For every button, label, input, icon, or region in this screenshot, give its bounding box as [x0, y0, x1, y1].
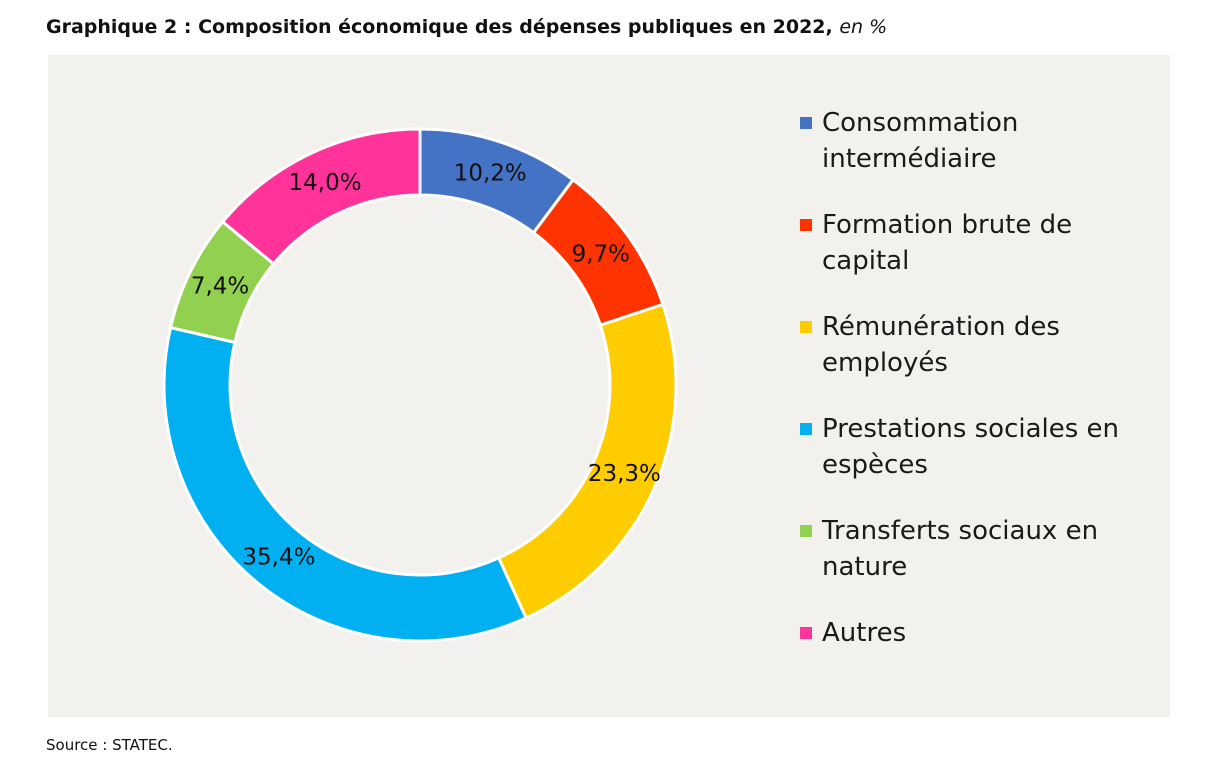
- legend-label: Autres: [822, 618, 907, 648]
- legend-label: Consommation intermédiaire: [822, 108, 1019, 174]
- data-label-prestations-sociales-en-especes: 35,4%: [242, 545, 315, 571]
- legend-swatch: [800, 423, 812, 435]
- legend-swatch: [800, 117, 812, 129]
- data-label-consommation-intermediaire: 10,2%: [454, 160, 527, 186]
- donut-slice-prestations-sociales-en-especes: [162, 325, 529, 643]
- chart-panel: 10,2% 9,7% 23,3% 35,4% 7,4% 14,0% Consommatio…: [48, 55, 1170, 717]
- chart-title-main: Graphique 2 : Composition économique des…: [46, 16, 833, 38]
- legend-swatch: [800, 321, 812, 333]
- chart-title-unit: en %: [839, 16, 888, 38]
- data-label-remuneration-des-employes: 23,3%: [588, 461, 661, 487]
- legend-item-formation-brute-de-capital: Formation brute de capital: [800, 207, 1160, 309]
- chart-title: Graphique 2 : Composition économique des…: [46, 16, 887, 38]
- chart-legend: Consommation intermédiaire Formation brut…: [800, 105, 1160, 655]
- legend-label: Transferts sociaux en nature: [822, 516, 1099, 582]
- legend-swatch: [800, 525, 812, 537]
- legend-swatch: [800, 627, 812, 639]
- legend-item-consommation-intermediaire: Consommation intermédiaire: [800, 105, 1160, 207]
- legend-item-transferts-sociaux-en-nature: Transferts sociaux en nature: [800, 513, 1160, 615]
- legend-item-autres: Autres: [800, 615, 1160, 655]
- legend-label: Formation brute de capital: [822, 210, 1073, 276]
- legend-item-remuneration-des-employes: Rémunération des employés: [800, 309, 1160, 411]
- legend-label: Rémunération des employés: [822, 312, 1060, 378]
- source-note: Source : STATEC.: [46, 736, 173, 754]
- legend-item-prestations-sociales-en-especes: Prestations sociales en espèces: [800, 411, 1160, 513]
- donut-chart: 10,2% 9,7% 23,3% 35,4% 7,4% 14,0%: [162, 127, 678, 643]
- legend-swatch: [800, 219, 812, 231]
- data-label-formation-brute-de-capital: 9,7%: [572, 241, 630, 267]
- data-label-transferts-sociaux-en-nature: 7,4%: [191, 273, 249, 299]
- donut-slice-autres: [220, 127, 422, 267]
- data-label-autres: 14,0%: [289, 170, 362, 196]
- legend-label: Prestations sociales en espèces: [822, 414, 1120, 480]
